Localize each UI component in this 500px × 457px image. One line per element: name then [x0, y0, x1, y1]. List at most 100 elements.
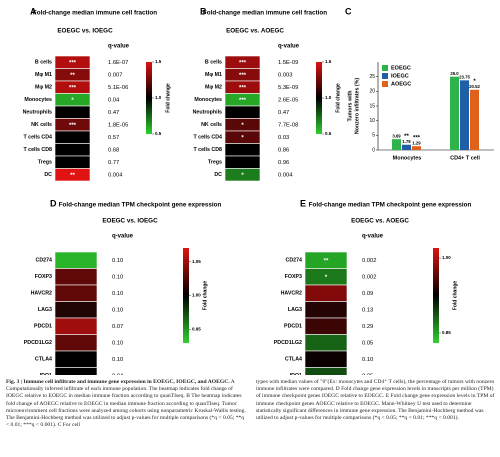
q-value: 0.004	[108, 172, 123, 178]
row-label: DC	[214, 172, 222, 178]
significance-mark: **	[404, 134, 409, 140]
colorbar-tick-label: 0.95	[192, 327, 201, 332]
heatmap-cell	[304, 301, 348, 319]
colorbar-tick-label: 1.00	[442, 255, 451, 260]
heatmap-panel: D Fold-change median TPM checkpoint gene …	[24, 198, 222, 385]
row-label: Monocytes	[24, 97, 52, 103]
panel-subtitle: EOEGC vs. AOEGC	[226, 28, 284, 35]
q-value: 0.03	[278, 135, 289, 141]
q-value: 0.10	[112, 357, 123, 363]
row-label: CD274	[286, 258, 303, 264]
panel-letter: A	[30, 6, 37, 16]
row-label: CTLA4	[35, 357, 52, 363]
row-label: CTLA4	[285, 357, 302, 363]
q-value: 0.77	[108, 160, 119, 166]
heatmap-cell	[54, 284, 98, 302]
heatmap-cell	[304, 367, 348, 385]
q-value: 0.10	[112, 340, 123, 346]
panel-letter: E	[300, 198, 306, 208]
colorbar-label: Fold change	[452, 281, 458, 311]
significance-mark: ***	[239, 60, 247, 66]
row-label: B cells	[35, 60, 52, 66]
colorbar-tick-label: 1.0	[155, 95, 162, 100]
colorbar-label: Fold change	[202, 281, 208, 311]
legend-label: EOEGC	[391, 65, 411, 71]
heatmap-cell	[54, 251, 98, 269]
panel-title: Fold-change median TPM checkpoint gene e…	[59, 202, 222, 209]
heatmap-cell	[224, 155, 261, 169]
colorbar-tick-label: 1.5	[155, 59, 162, 64]
bar	[402, 144, 411, 150]
column-header: q-value	[108, 44, 130, 50]
y-axis-label: Tumors with	[347, 90, 353, 121]
q-value: 7.7E-08	[278, 122, 298, 128]
q-value: 0.002	[362, 258, 377, 264]
row-label: LAG3	[288, 307, 302, 313]
heatmap-cell	[304, 284, 348, 302]
q-value: 0.10	[362, 357, 373, 363]
row-label: HAVCR2	[281, 291, 302, 297]
q-value: 0.96	[278, 160, 289, 166]
heatmap-cell	[54, 130, 91, 144]
q-value: 0.10	[112, 258, 123, 264]
heatmap-cell	[304, 350, 348, 368]
heatmap-panel: E Fold-change median TPM checkpoint gene …	[274, 198, 472, 385]
colorbar-tick-label: 0.5	[155, 131, 162, 136]
row-label: T cells CD4	[23, 135, 52, 141]
value-label: 3.69	[392, 133, 401, 138]
q-value: 0.29	[362, 324, 373, 330]
colorbar-tick-label: 1.0	[325, 95, 332, 100]
q-value: 1.5E-09	[278, 60, 298, 66]
caption-text: types with median values of "0"(Ex: mono…	[256, 379, 495, 422]
caption-right: types with median values of "0"(Ex: mono…	[256, 379, 496, 422]
x-tick-label: Monocytes	[393, 155, 422, 161]
row-label: LAG3	[38, 307, 52, 313]
legend-label: IOEGC	[391, 73, 409, 79]
row-label: NK cells	[201, 122, 222, 128]
row-label: PDCD1	[284, 324, 302, 330]
row-label: Mφ M2	[35, 85, 52, 91]
heatmap-cell	[54, 155, 91, 169]
panel-subtitle: EOEGC vs. IOEGC	[102, 218, 158, 225]
caption-left: Fig. 3 | Immune cell infiltrate and immu…	[6, 379, 246, 429]
row-label: Mφ M1	[35, 72, 52, 78]
caption-text: A Computationally inferred infiltrate of…	[6, 379, 246, 429]
q-value: 0.05	[362, 340, 373, 346]
q-value: 0.13	[362, 307, 373, 313]
heatmap-cell	[54, 143, 91, 157]
row-label: PDCD1	[34, 324, 52, 330]
row-label: Mφ M1	[205, 72, 222, 78]
significance-mark: **	[324, 258, 329, 264]
legend-swatch	[382, 73, 388, 79]
significance-mark: **	[70, 173, 75, 179]
row-label: FOXP3	[35, 274, 52, 280]
y-tick-label: 0	[372, 147, 375, 153]
panel-subtitle: EOEGC vs. IOEGC	[57, 28, 113, 35]
bar	[392, 139, 401, 150]
panel-title: Fold-change median TPM checkpoint gene e…	[309, 202, 472, 209]
significance-mark: ***	[413, 135, 421, 141]
colorbar	[146, 62, 152, 134]
colorbar-tick-label: 1.5	[325, 59, 332, 64]
row-label: NK cells	[31, 122, 52, 128]
colorbar	[183, 248, 189, 343]
q-value: 2.6E-05	[278, 97, 298, 103]
heatmap-cell	[54, 350, 98, 368]
heatmap-cell	[54, 317, 98, 335]
panel-title: Fold-change median immune cell fraction	[203, 10, 327, 17]
q-value: 0.68	[108, 147, 119, 153]
colorbar	[433, 248, 439, 343]
q-value: 0.10	[112, 274, 123, 280]
heatmap-cell	[224, 105, 261, 119]
value-label: 23.75	[459, 74, 470, 79]
q-value: 0.004	[278, 172, 293, 178]
colorbar	[316, 62, 322, 134]
significance-mark: *	[241, 123, 244, 129]
value-label: 1.29	[412, 140, 421, 145]
row-label: PDCD1LG2	[24, 340, 52, 346]
y-tick-label: 10	[369, 118, 375, 124]
q-value: 5.3E-09	[278, 85, 298, 91]
row-label: T cells CD8	[193, 147, 222, 153]
significance-mark: ***	[69, 60, 77, 66]
